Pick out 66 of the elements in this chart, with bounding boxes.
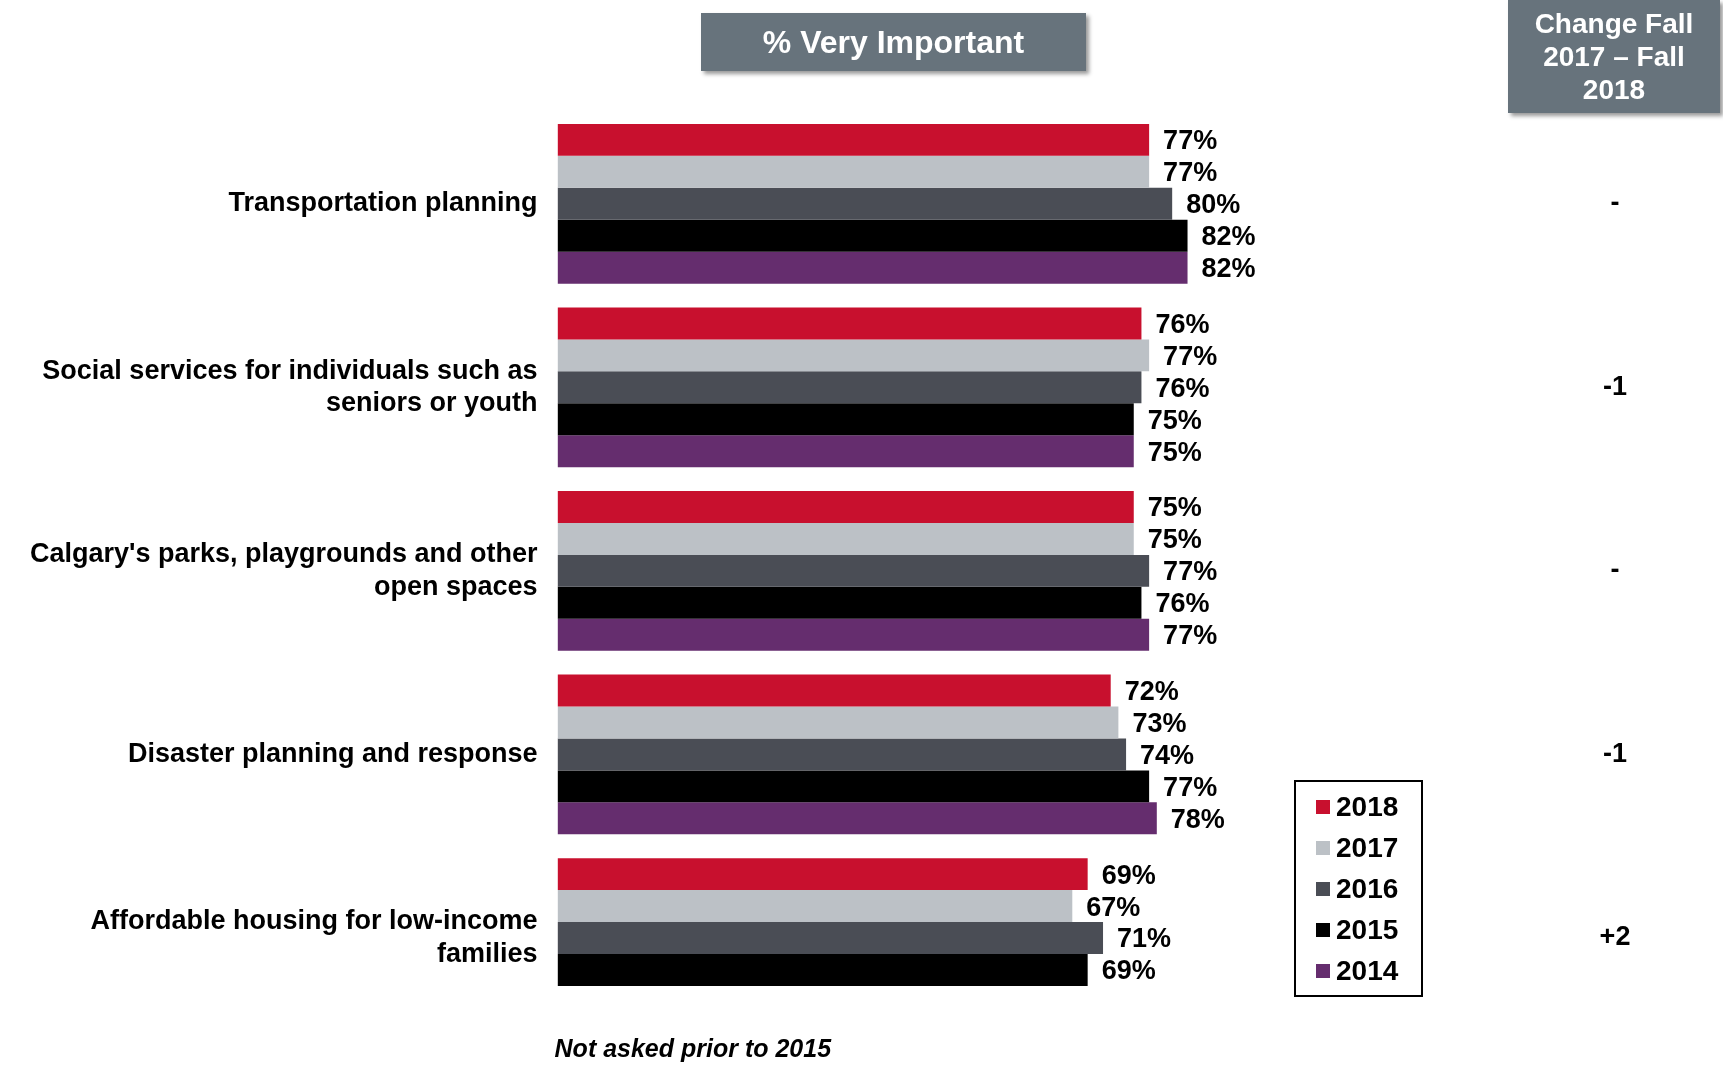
y-tick-label: Disaster planning and response: [127, 737, 538, 768]
bar: [557, 491, 1134, 523]
bar: [557, 586, 1142, 619]
data-label: 76%: [1155, 372, 1210, 403]
bar: [557, 706, 1119, 739]
bar: [557, 155, 1150, 188]
data-label: 76%: [1155, 308, 1210, 339]
legend-label: 2018: [1335, 789, 1400, 824]
legend-label: 2017: [1335, 830, 1400, 865]
chart-title: % Very Important: [701, 13, 1086, 71]
data-label: 77%: [1163, 556, 1218, 587]
data-label: 80%: [1186, 189, 1241, 220]
bar: [557, 435, 1134, 468]
data-label: 75%: [1147, 492, 1202, 523]
data-label: 82%: [1201, 221, 1256, 252]
bar: [557, 770, 1150, 803]
legend-label: 2014: [1335, 953, 1400, 988]
data-label: 72%: [1124, 676, 1179, 707]
text: -: [1610, 187, 1620, 218]
data-label: 73%: [1132, 707, 1187, 738]
bar: [557, 123, 1150, 156]
data-label: 82%: [1201, 253, 1256, 284]
bar: [557, 187, 1173, 220]
bar: [557, 522, 1134, 555]
bar: [557, 403, 1134, 436]
text: -: [1610, 554, 1620, 585]
bar: [557, 618, 1150, 651]
text: Change Fall 2017 – Fall 2018: [1508, 0, 1720, 113]
data-label: 77%: [1163, 157, 1218, 188]
bar: [557, 738, 1127, 771]
bar: [557, 674, 1111, 707]
bar: [557, 890, 1073, 923]
bar: [557, 339, 1150, 372]
data-label: 77%: [1163, 340, 1218, 371]
y-tick-label: Affordable housing for low-income families: [90, 905, 538, 968]
bar: [557, 371, 1142, 404]
bar: [557, 858, 1088, 891]
bar: [557, 802, 1157, 835]
data-label: 76%: [1155, 588, 1210, 619]
data-label: 75%: [1147, 524, 1202, 555]
y-tick-label: Social services for individuals such as seniors or youth: [42, 354, 538, 417]
data-label: 77%: [1163, 125, 1218, 156]
data-label: 69%: [1101, 955, 1156, 986]
bar: [557, 251, 1188, 284]
bar: [557, 953, 1088, 986]
text: +2: [1599, 921, 1631, 952]
data-label: 74%: [1140, 739, 1195, 770]
data-label: 67%: [1086, 891, 1141, 922]
bar: [557, 307, 1142, 340]
y-tick-label: Calgary's parks, playgrounds and other open spaces: [29, 538, 539, 601]
bar: [557, 219, 1188, 252]
y-tick-label: Transportation planning: [228, 187, 538, 218]
text: -1: [1602, 737, 1628, 768]
data-label: 75%: [1147, 404, 1202, 435]
legend-label: 2015: [1335, 912, 1400, 947]
text: Not asked prior to 2015: [554, 1033, 833, 1062]
text: -1: [1602, 370, 1628, 401]
legend-label: 2016: [1335, 871, 1400, 906]
data-label: 78%: [1170, 803, 1225, 834]
data-label: 69%: [1101, 859, 1156, 890]
bar: [557, 922, 1104, 954]
data-label: 71%: [1117, 923, 1172, 954]
data-label: 77%: [1163, 620, 1218, 651]
data-label: 77%: [1163, 771, 1218, 802]
data-label: 75%: [1147, 436, 1202, 467]
bar: [557, 554, 1150, 587]
